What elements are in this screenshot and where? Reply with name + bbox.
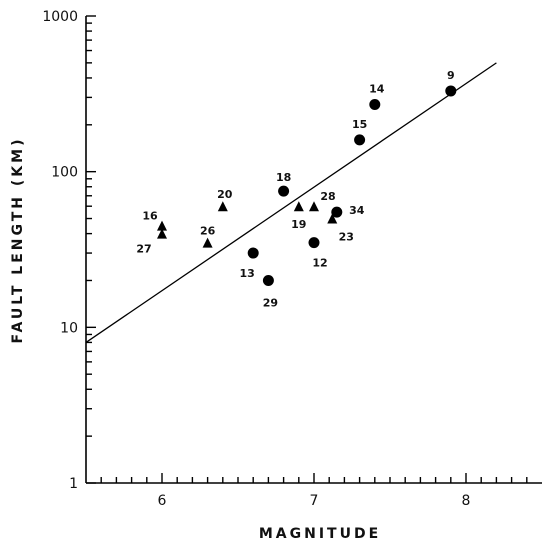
triangle-point xyxy=(293,201,304,212)
triangle-point xyxy=(202,237,213,248)
fit-line xyxy=(85,62,497,343)
point-label: 9 xyxy=(447,69,455,82)
fit-line-group xyxy=(85,62,497,343)
point-label: 26 xyxy=(200,225,216,238)
circle-point xyxy=(354,134,366,146)
x-tick-label: 8 xyxy=(462,493,471,509)
point-label: 18 xyxy=(276,171,291,184)
triangle-point xyxy=(157,220,167,231)
point-label: 16 xyxy=(142,210,158,223)
y-tick-label: 100 xyxy=(51,165,78,181)
point-label: 15 xyxy=(352,118,367,131)
point-label: 29 xyxy=(263,296,278,309)
circle-point xyxy=(308,237,320,249)
point-label: 12 xyxy=(312,257,327,270)
triangle-point xyxy=(157,228,167,239)
triangle-point xyxy=(327,213,338,224)
point-label: 20 xyxy=(217,188,233,201)
y-tick-label: 1 xyxy=(69,476,78,492)
axes xyxy=(85,16,542,484)
point-label: 14 xyxy=(369,83,385,96)
x-ticks: 6 7 8 xyxy=(100,473,528,509)
y-axis-title: FAULT LENGTH (KM) xyxy=(10,137,26,344)
point-label: 27 xyxy=(136,243,151,256)
y-ticks: 1 10 100 1000 xyxy=(42,9,96,492)
x-axis-title: MAGNITUDE xyxy=(259,526,381,542)
data-points: 16 27 26 20 19 28 23 18 13 29 12 34 15 14 9 xyxy=(136,69,457,309)
triangle-point xyxy=(217,201,228,212)
circle-point xyxy=(278,185,290,197)
circle-point xyxy=(262,274,274,286)
circle-point xyxy=(369,99,381,111)
circle-point xyxy=(445,85,457,97)
point-label: 23 xyxy=(339,231,354,244)
circle-point xyxy=(247,247,259,259)
x-tick-label: 7 xyxy=(310,493,319,509)
x-tick-label: 6 xyxy=(158,493,167,509)
point-label: 34 xyxy=(349,204,365,217)
y-tick-label: 10 xyxy=(60,320,78,336)
y-tick-label: 1000 xyxy=(42,9,78,25)
circle-point xyxy=(331,206,343,218)
point-label: 19 xyxy=(291,218,306,231)
point-label: 28 xyxy=(320,190,335,203)
point-label: 13 xyxy=(240,267,255,280)
triangle-point xyxy=(309,201,319,212)
